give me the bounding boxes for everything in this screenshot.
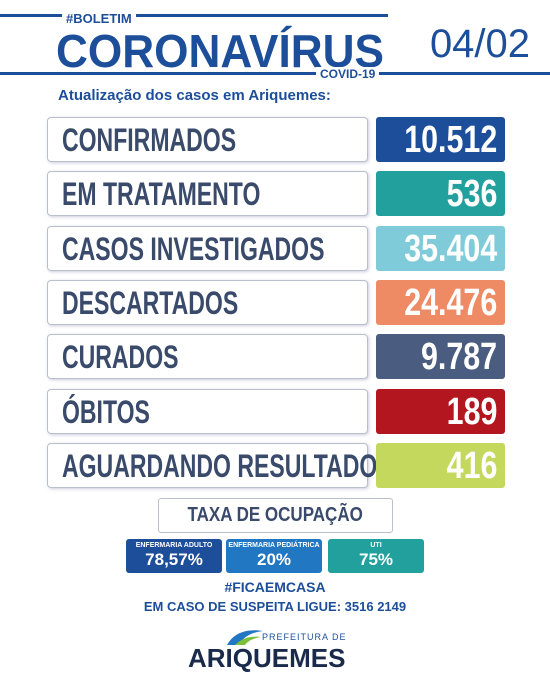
hashtag: #FICAEMCASA [224,579,326,595]
row-value: 10.512 [404,119,497,161]
row-label-box: CONFIRMADOS [47,117,368,162]
row-value: 24.476 [404,281,497,324]
occupancy-label: ENFERMARIA ADULTO [135,542,213,549]
occupancy-title: TAXA DE OCUPAÇÃO [158,498,393,533]
row-value: 189 [446,390,497,433]
row-label-box: ÓBITOS [47,388,368,434]
row-label: CASOS INVESTIGADOS [62,230,325,267]
row-value-box: 9.787 [376,334,505,380]
occupancy-box: ENFERMARIA PEDIÁTRICA 20% [226,539,322,573]
row-label: CONFIRMADOS [62,122,237,158]
row-value: 536 [446,173,497,216]
occupancy-value: 75% [358,550,394,569]
row-label-box: CURADOS [47,334,368,380]
row-value: 416 [446,444,497,487]
row-label-box: DESCARTADOS [47,279,368,325]
row-value-box: 24.476 [376,279,505,325]
subtitle: COVID-19 [316,67,380,81]
row-label: CURADOS [62,339,179,376]
phone: EM CASO DE SUSPEITA LIGUE: 3516 2149 [143,599,407,614]
tag: #BOLETIM [62,11,136,26]
logo-top: PREFEITURA DE [262,632,347,642]
occupancy-box: UTI 75% [328,539,424,573]
row-value-box: 35.404 [376,225,505,271]
row-label: EM TRATAMENTO [62,176,261,213]
occupancy-box: ENFERMARIA ADULTO 78,57% [126,539,222,573]
row-label-box: EM TRATAMENTO [47,171,368,217]
row-value-box: 10.512 [376,117,505,162]
logo-name: ARIQUEMES [188,643,346,673]
date: 04/02 [415,18,545,70]
row-label: AGUARDANDO RESULTADO [62,447,378,484]
row-value: 9.787 [420,336,497,379]
intro: Atualização dos casos em Ariquemes: [58,87,331,104]
occupancy-value: 78,57% [145,550,203,569]
row-value-box: 536 [376,171,505,217]
row-label: ÓBITOS [62,393,150,430]
occupancy-label: UTI [370,542,382,549]
occupancy-value: 20% [256,550,292,569]
logo-icon [227,630,263,645]
rule [0,14,388,17]
row-value: 35.404 [404,227,497,270]
occupancy-title-text: TAXA DE OCUPAÇÃO [187,504,364,526]
row-label-box: AGUARDANDO RESULTADO [47,442,377,488]
rule [0,72,550,75]
row-label: DESCARTADOS [62,284,239,321]
row-value-box: 416 [376,442,505,488]
row-label-box: CASOS INVESTIGADOS [47,225,368,271]
occupancy-label: ENFERMARIA PEDIÁTRICA [228,542,320,549]
row-value-box: 189 [376,388,505,434]
